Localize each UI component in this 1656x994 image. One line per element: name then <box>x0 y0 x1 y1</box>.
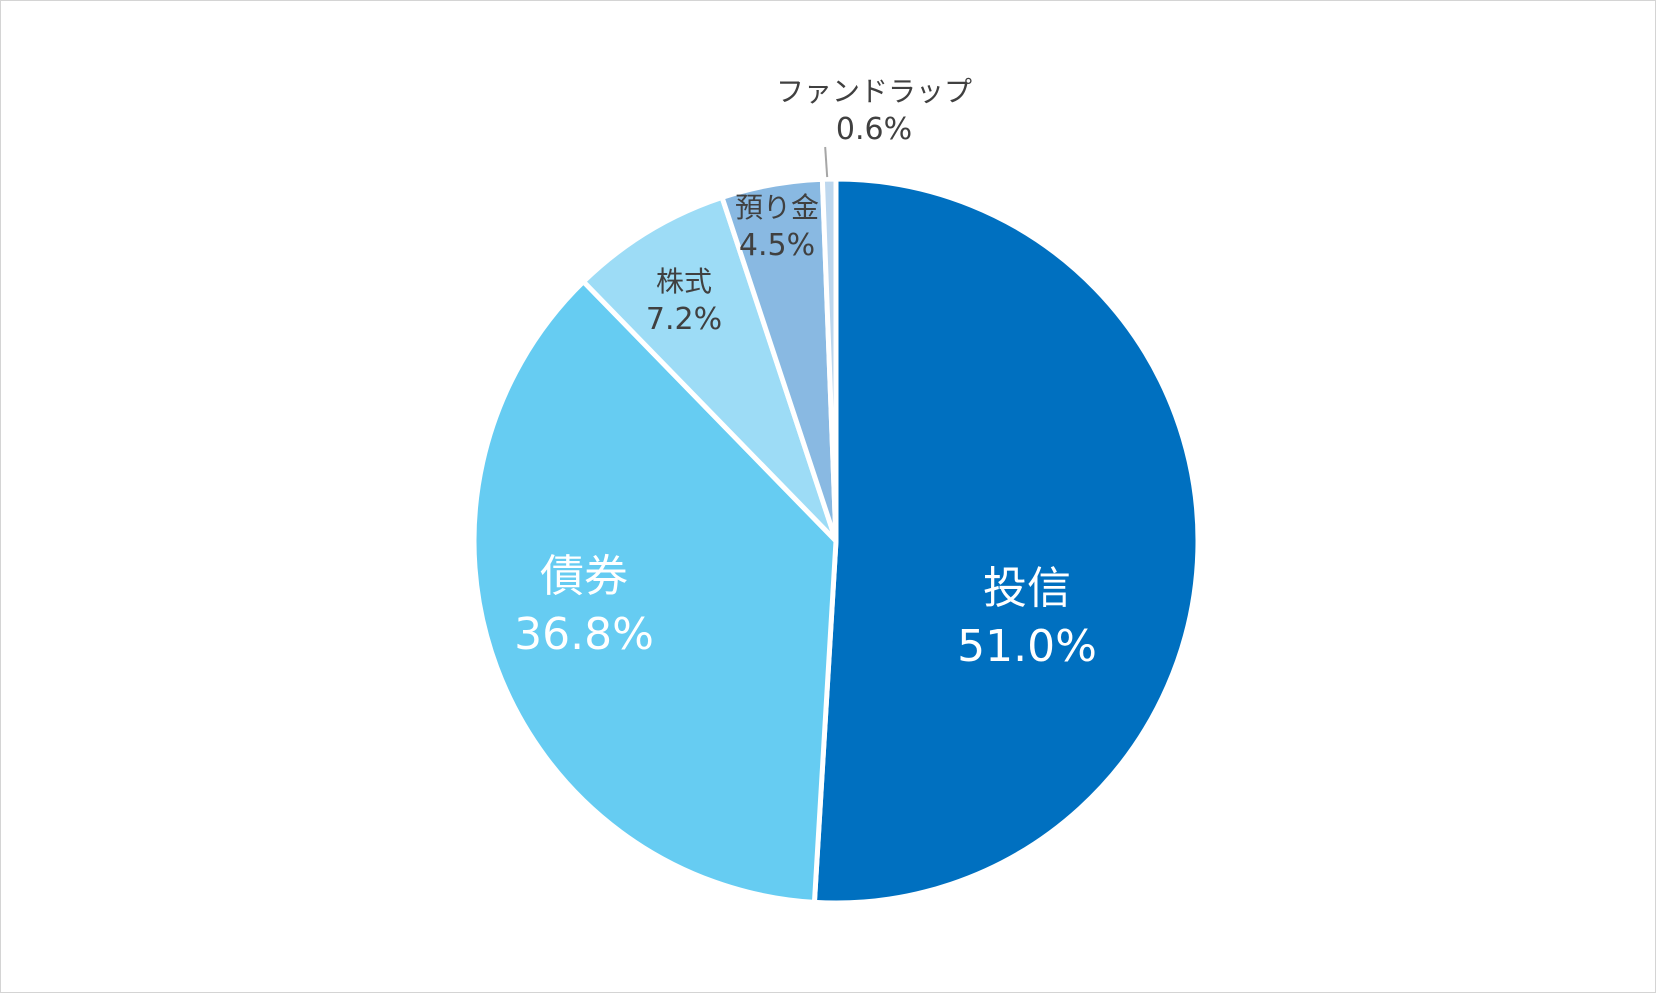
leader-line-5 <box>824 146 829 178</box>
slice-label-5: ファンドラップ <box>776 75 972 108</box>
slice-label-1: 投信 <box>983 563 1071 614</box>
slice-label-4: 預り金 <box>735 191 819 224</box>
slice-value-label-4: 4.5% <box>739 228 815 263</box>
pie-slice-3 <box>580 194 839 544</box>
pie-slice-5 <box>819 176 839 544</box>
pie-labels: 投信 51.0% 債券 36.8% 株式 7.2% 預り金 4.5% ファンドラップ 0.6% <box>514 75 1097 672</box>
slice-label-3: 株式 <box>656 265 712 298</box>
slice-value-label-3: 7.2% <box>646 302 722 337</box>
pie-slice-1 <box>811 176 1201 906</box>
pie-slice-2 <box>471 279 839 905</box>
slice-value-label-2: 36.8% <box>514 609 654 660</box>
slice-label-2: 債券 <box>540 551 628 602</box>
pie-slices <box>471 176 1201 906</box>
slice-value-label-1: 51.0% <box>957 621 1097 672</box>
slice-value-label-5: 0.6% <box>836 112 912 147</box>
